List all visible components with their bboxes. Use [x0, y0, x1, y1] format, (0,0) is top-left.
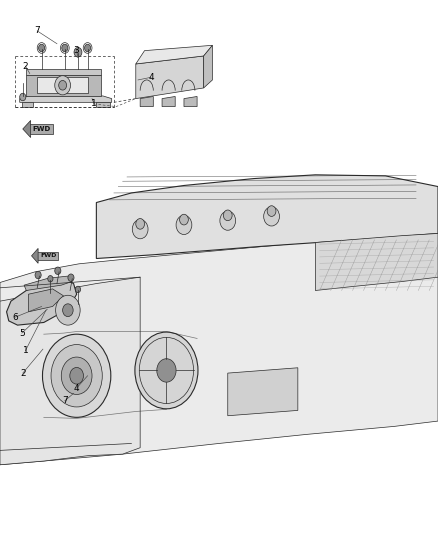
- Circle shape: [59, 80, 67, 90]
- Text: 7: 7: [62, 397, 68, 405]
- Circle shape: [220, 211, 236, 230]
- Polygon shape: [37, 252, 58, 260]
- Text: 4: 4: [148, 73, 154, 82]
- Polygon shape: [20, 96, 112, 102]
- Circle shape: [61, 357, 92, 394]
- Circle shape: [51, 345, 102, 407]
- Polygon shape: [204, 45, 212, 88]
- Text: FWD: FWD: [40, 253, 57, 259]
- Polygon shape: [0, 277, 140, 465]
- Circle shape: [48, 276, 53, 282]
- Polygon shape: [26, 69, 101, 75]
- Polygon shape: [32, 248, 38, 263]
- Circle shape: [68, 274, 74, 281]
- Circle shape: [55, 267, 61, 274]
- Text: 1: 1: [22, 346, 28, 355]
- Text: 4: 4: [74, 384, 79, 392]
- Circle shape: [63, 304, 73, 317]
- Polygon shape: [96, 102, 110, 107]
- Circle shape: [85, 44, 91, 52]
- Polygon shape: [26, 75, 101, 96]
- Polygon shape: [140, 96, 153, 107]
- Text: 7: 7: [34, 27, 40, 35]
- Text: 1: 1: [91, 100, 97, 108]
- Circle shape: [136, 219, 145, 229]
- Polygon shape: [24, 276, 72, 290]
- Polygon shape: [162, 96, 175, 107]
- Polygon shape: [7, 278, 77, 325]
- Polygon shape: [0, 233, 438, 465]
- Circle shape: [176, 215, 192, 235]
- Circle shape: [20, 93, 26, 101]
- Circle shape: [264, 207, 279, 226]
- Text: 2: 2: [20, 369, 25, 377]
- Circle shape: [75, 286, 81, 293]
- Circle shape: [70, 367, 84, 384]
- Circle shape: [42, 334, 111, 417]
- Circle shape: [35, 271, 41, 279]
- Text: 5: 5: [19, 329, 25, 337]
- Circle shape: [39, 44, 45, 52]
- Circle shape: [132, 220, 148, 239]
- Polygon shape: [315, 233, 438, 290]
- Circle shape: [55, 76, 71, 95]
- Circle shape: [62, 44, 68, 52]
- Circle shape: [56, 295, 80, 325]
- Circle shape: [157, 359, 176, 382]
- Text: 3: 3: [74, 46, 80, 55]
- Polygon shape: [23, 120, 31, 138]
- Text: 2: 2: [23, 62, 28, 70]
- Circle shape: [267, 206, 276, 216]
- Polygon shape: [22, 102, 33, 107]
- Polygon shape: [184, 96, 197, 107]
- Circle shape: [180, 214, 188, 225]
- Polygon shape: [29, 124, 53, 134]
- Polygon shape: [37, 77, 88, 93]
- Polygon shape: [228, 368, 298, 416]
- Circle shape: [223, 210, 232, 221]
- Polygon shape: [28, 289, 64, 312]
- Polygon shape: [96, 175, 438, 259]
- Polygon shape: [136, 56, 204, 99]
- Text: FWD: FWD: [32, 126, 50, 132]
- Polygon shape: [136, 45, 212, 64]
- Circle shape: [74, 47, 82, 57]
- Text: 6: 6: [12, 313, 18, 321]
- Circle shape: [135, 332, 198, 409]
